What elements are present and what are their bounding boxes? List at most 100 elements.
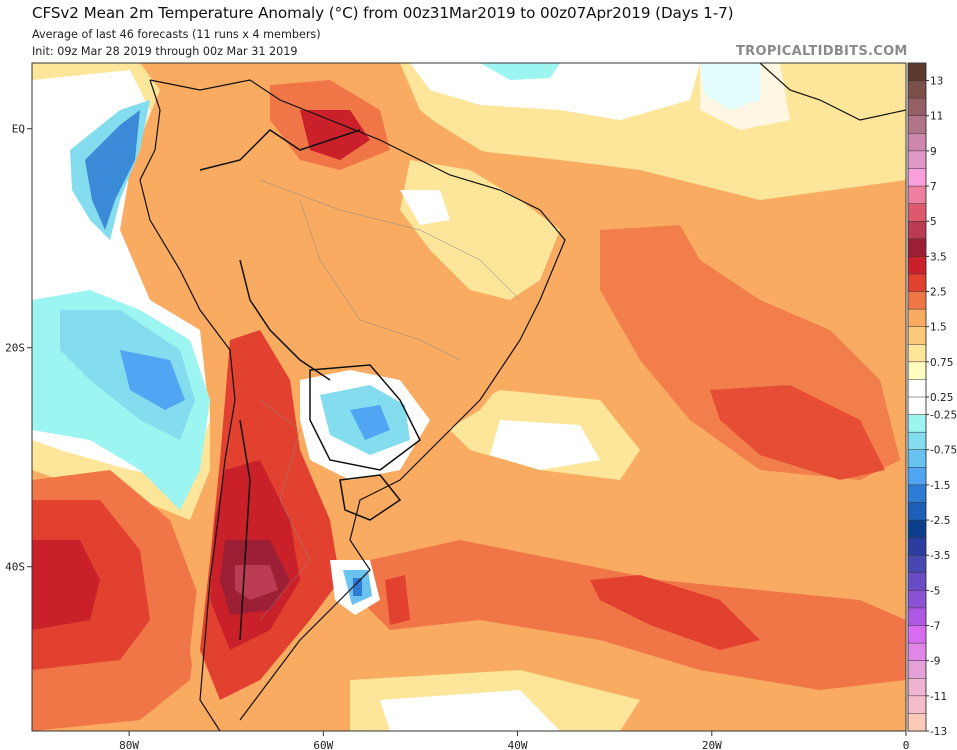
colorbar-label: 7 <box>930 181 937 193</box>
field-paraguay-cold <box>350 405 390 440</box>
colorbar-bin <box>907 291 927 310</box>
state-line <box>259 179 521 301</box>
x-tick-label: 60W <box>313 739 333 750</box>
colorbar-label: 2.5 <box>930 287 947 299</box>
colorbar-bin <box>907 642 927 662</box>
colorbar-bin <box>907 537 927 556</box>
colorbar-bin <box>907 185 927 205</box>
colorbar-bin <box>907 62 927 82</box>
init-text: Init: 09z Mar 28 2019 through 00z Mar 31… <box>32 45 298 58</box>
colorbar-bin <box>907 168 927 187</box>
colorbar-label: 13 <box>930 76 943 88</box>
colorbar-label: -2.5 <box>930 515 951 527</box>
colorbar-bin <box>907 607 927 627</box>
field-argentina-peak <box>235 565 278 600</box>
field-s-atlantic-south-neutral <box>380 690 560 731</box>
field-gulf-guinea-neutral <box>700 63 790 130</box>
state-borders <box>259 179 521 621</box>
colorbar-bin <box>907 484 927 504</box>
x-tick-label: 20W <box>702 739 722 750</box>
country-borders <box>199 129 421 641</box>
colorbar-bin <box>907 133 927 152</box>
colorbar-label: -3.5 <box>930 550 951 562</box>
border-uruguay <box>339 474 402 521</box>
colorbar-label: 0.75 <box>930 357 953 369</box>
colorbar-bin <box>907 97 927 117</box>
colorbar-label: -1.5 <box>930 480 951 492</box>
brand-watermark: TROPICALTIDBITS.COM <box>736 44 908 59</box>
x-tick-label: 0 <box>903 739 910 750</box>
field-shelf-cold <box>353 578 362 596</box>
colorbar-bin <box>907 660 927 679</box>
x-axis: 80W 60W 40W 20W 0 <box>119 731 909 750</box>
chart-subtitle: Average of last 46 forecasts (11 runs x … <box>32 28 321 41</box>
colorbar-label: 9 <box>930 146 937 158</box>
field-s-atlantic-band-core <box>590 575 760 650</box>
colorbar-bin <box>907 590 927 609</box>
x-tick-label: 80W <box>119 739 139 750</box>
y-axis: EQ 20S 40S <box>5 123 32 574</box>
field-amazon-mouth-neutral <box>400 190 450 225</box>
border-paraguay <box>309 364 421 471</box>
colorbar-label: -0.25 <box>930 410 957 422</box>
colorbar-label: 1.5 <box>930 322 947 334</box>
colorbar-label: -11 <box>930 691 947 703</box>
colorbar-label: -9 <box>930 656 940 668</box>
field-e-pacific-cold-n <box>85 110 140 230</box>
coastline-pacific <box>139 79 236 731</box>
colorbar-label: -7 <box>930 621 940 633</box>
colorbar-bin <box>907 273 927 293</box>
field-s-pacific-core <box>32 540 100 630</box>
colorbar-label: 11 <box>930 111 943 123</box>
colorbar-bin <box>907 678 927 697</box>
colorbar-bin <box>907 467 927 486</box>
coastline-africa <box>759 63 906 121</box>
x-tick-label: 40W <box>508 739 528 750</box>
colorbar-bin <box>907 344 927 363</box>
colorbar-bin <box>907 449 927 468</box>
colorbar-bin <box>907 502 927 521</box>
colorbar-bin <box>907 361 927 380</box>
colorbar-label: 0.25 <box>930 392 953 404</box>
colorbar-bin <box>907 695 927 714</box>
field-s-atlantic-band-west <box>385 575 410 625</box>
colorbar-bin <box>907 203 927 222</box>
colorbar-bin <box>907 572 927 591</box>
colorbar-label: -0.75 <box>930 445 957 457</box>
colorbar-bin <box>907 396 927 416</box>
colorbar-bin <box>907 519 927 539</box>
colorbar-bin <box>907 431 927 451</box>
field-guiana-core <box>300 110 370 160</box>
anomaly-field <box>32 63 906 731</box>
colorbar-label: 5 <box>930 216 937 228</box>
field-s-atlantic-neutral <box>490 420 600 470</box>
colorbar-bin <box>907 326 927 345</box>
colorbar: 13 11 9 7 5 3.5 2.5 1.5 0.75 0.25 -0.25 -0.75 -1.5 -2… <box>907 62 957 738</box>
colorbar-label: -13 <box>930 726 947 738</box>
colorbar-bin <box>907 150 927 170</box>
colorbar-label: -5 <box>930 585 940 597</box>
chart-title: CFSv2 Mean 2m Temperature Anomaly (°C) f… <box>32 4 734 22</box>
y-tick-label: 20S <box>5 342 25 355</box>
coastline-atlantic <box>149 79 566 721</box>
colorbar-bin <box>907 379 927 398</box>
colorbar-bin <box>907 256 927 275</box>
border-north <box>199 129 361 171</box>
colorbar-bin <box>907 220 927 240</box>
border-bolivia <box>239 259 331 381</box>
field-n-atlantic-neutral <box>410 63 700 120</box>
colorbar-bin <box>907 713 927 732</box>
state-line <box>259 399 311 621</box>
coastlines <box>139 63 906 731</box>
colorbar-bin <box>907 308 927 328</box>
colorbar-bin <box>907 115 927 134</box>
y-tick-label: EQ <box>12 123 25 136</box>
colorbar-bin <box>907 554 927 574</box>
field-e-pacific-cold-s <box>120 350 185 410</box>
field-n-atlantic-cool <box>480 63 560 80</box>
colorbar-bin <box>907 625 927 644</box>
plot-frame <box>31 62 907 732</box>
border-chile-argentina <box>239 419 251 641</box>
colorbar-label: 3.5 <box>930 251 947 263</box>
